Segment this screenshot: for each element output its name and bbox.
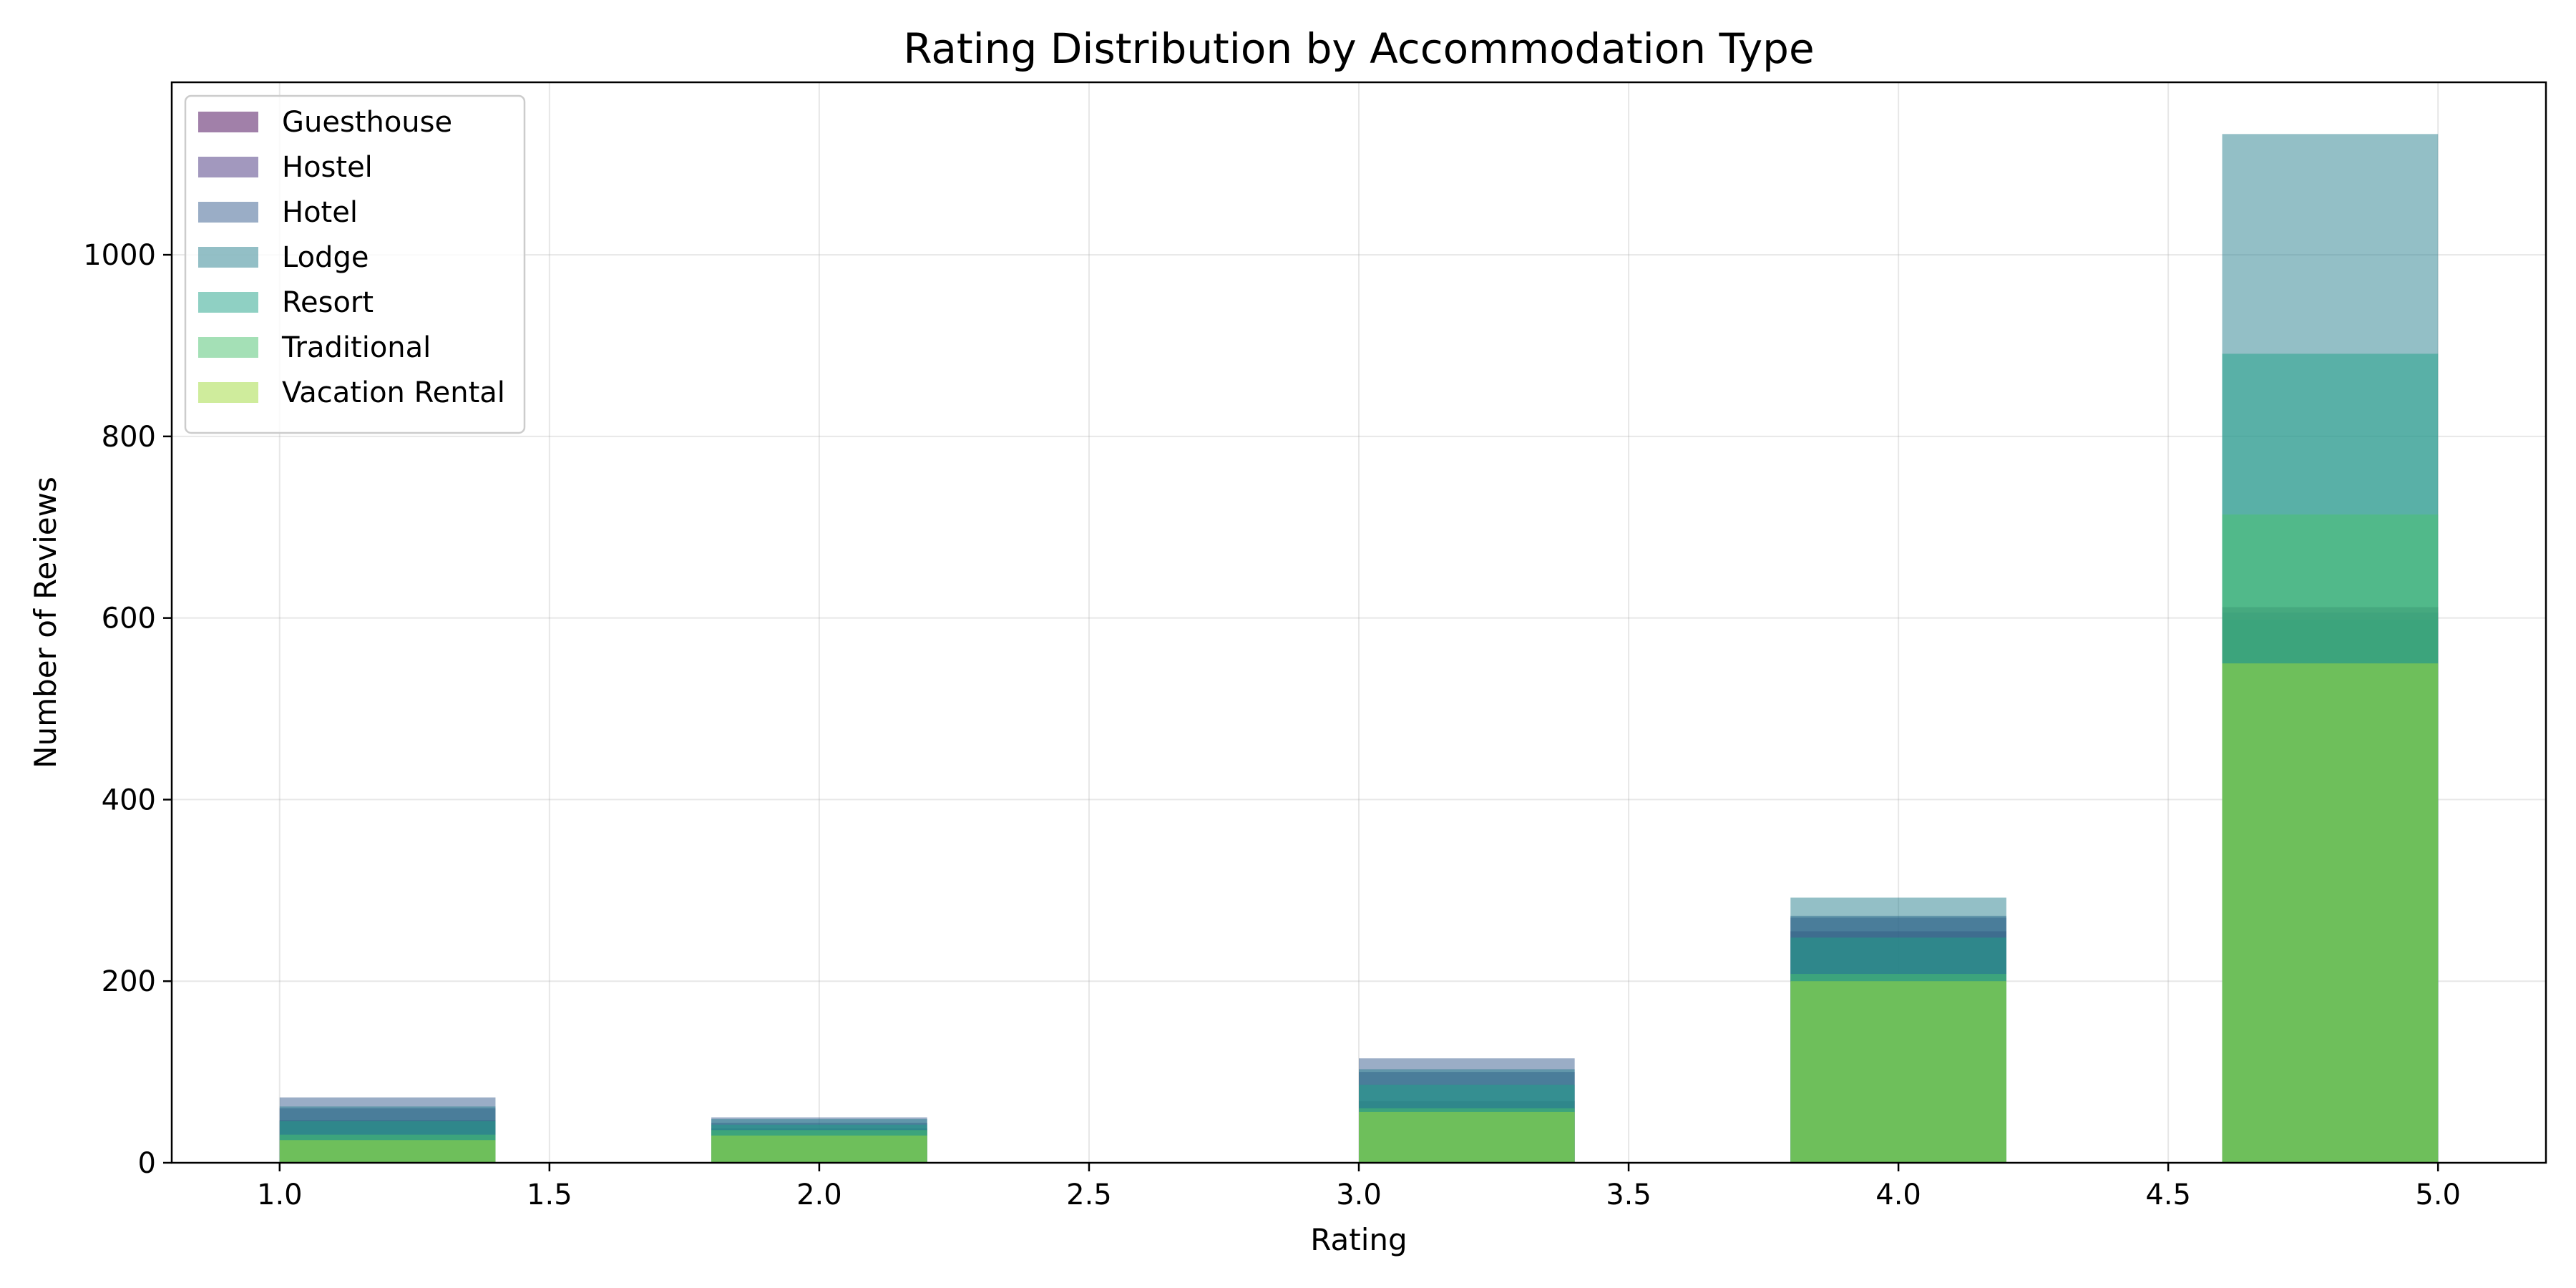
y-tick-label: 800: [102, 421, 156, 454]
bar-vacation-rental: [1790, 981, 2006, 1163]
bar-vacation-rental: [1359, 1111, 1575, 1163]
legend-swatch: [198, 112, 258, 132]
chart-title: Rating Distribution by Accommodation Typ…: [903, 24, 1814, 73]
x-axis-label: Rating: [1310, 1222, 1407, 1257]
x-tick-label: 3.5: [1606, 1179, 1652, 1211]
bar-vacation-rental: [279, 1140, 496, 1163]
legend-label: Lodge: [282, 241, 369, 274]
y-tick-label: 200: [102, 965, 156, 998]
bars: [279, 134, 2439, 1163]
y-tick-label: 0: [138, 1147, 156, 1180]
ticks: 1.0 1.5 2.0 2.5 3.0 3.5 4.0 4.5 5.0 0 200 400 600 800…: [83, 239, 2461, 1211]
y-tick-label: 600: [102, 602, 156, 635]
x-tick-label: 4.5: [2145, 1179, 2191, 1211]
legend-label: Hostel: [282, 151, 373, 184]
bar-vacation-rental: [2222, 663, 2439, 1163]
legend-swatch: [198, 157, 258, 177]
legend-label: Traditional: [281, 331, 431, 364]
x-tick-label: 5.0: [2415, 1179, 2461, 1211]
legend-label: Guesthouse: [282, 106, 452, 139]
x-tick-label: 2.5: [1066, 1179, 1112, 1211]
legend: Guesthouse Hostel Hotel Lodge Resort Traditio…: [184, 94, 526, 434]
legend-swatch: [198, 337, 258, 358]
legend-label: Vacation Rental: [282, 376, 505, 409]
legend-box: [184, 94, 526, 434]
x-tick-label: 4.0: [1875, 1179, 1921, 1211]
legend-swatch: [198, 292, 258, 313]
bar-vacation-rental: [711, 1135, 927, 1163]
legend-swatch: [198, 247, 258, 268]
legend-swatch: [198, 202, 258, 223]
legend-label: Resort: [282, 286, 374, 319]
legend-swatch: [198, 382, 258, 403]
x-tick-label: 1.0: [257, 1179, 303, 1211]
y-tick-label: 1000: [83, 239, 156, 272]
y-axis-label: Number of Reviews: [28, 477, 63, 769]
x-tick-label: 2.0: [796, 1179, 842, 1211]
legend-label: Hotel: [282, 196, 358, 229]
x-tick-label: 1.5: [527, 1179, 572, 1211]
x-tick-label: 3.0: [1336, 1179, 1382, 1211]
y-tick-label: 400: [102, 784, 156, 816]
